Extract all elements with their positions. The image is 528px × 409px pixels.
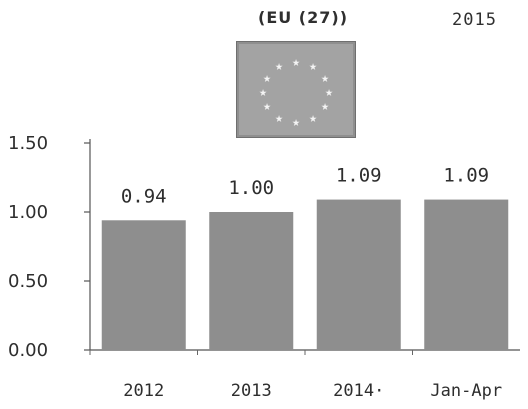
svg-text:★: ★ — [275, 111, 283, 126]
bar — [424, 199, 509, 350]
x-tick-label: 2014· — [333, 381, 384, 401]
svg-text:★: ★ — [309, 59, 317, 74]
svg-text:★: ★ — [292, 115, 300, 130]
x-tick-label: 2012 — [123, 381, 164, 401]
svg-text:★: ★ — [259, 85, 267, 100]
svg-text:★: ★ — [321, 99, 329, 114]
eu-flag-icon: ★ ★ ★ ★ ★ ★ ★ ★ ★ ★ ★ ★ — [236, 41, 356, 138]
region-label: (EU (27)) — [258, 8, 349, 27]
y-tick-label: 0.00 — [8, 340, 48, 361]
y-tick-label: 1.50 — [8, 133, 48, 154]
data-label: 0.94 — [121, 185, 167, 207]
year-label: 2015 — [452, 10, 497, 30]
star-ring: ★ ★ ★ ★ ★ ★ ★ ★ ★ ★ ★ ★ — [259, 55, 333, 130]
svg-text:★: ★ — [275, 59, 283, 74]
svg-text:★: ★ — [325, 85, 333, 100]
data-label: 1.09 — [336, 165, 382, 187]
bar — [316, 199, 401, 350]
x-tick-label: Jan-Apr — [430, 381, 502, 401]
y-tick-label: 1.00 — [8, 202, 48, 223]
bar — [209, 212, 294, 350]
svg-text:★: ★ — [309, 111, 317, 126]
x-tick-label: 2013 — [231, 381, 272, 401]
data-label: 1.00 — [228, 177, 274, 199]
bar — [101, 220, 186, 350]
svg-text:★: ★ — [263, 99, 271, 114]
svg-text:★: ★ — [292, 55, 300, 70]
y-tick-label: 0.50 — [8, 271, 48, 292]
svg-text:★: ★ — [321, 71, 329, 86]
svg-text:★: ★ — [263, 71, 271, 86]
data-label: 1.09 — [443, 165, 489, 187]
